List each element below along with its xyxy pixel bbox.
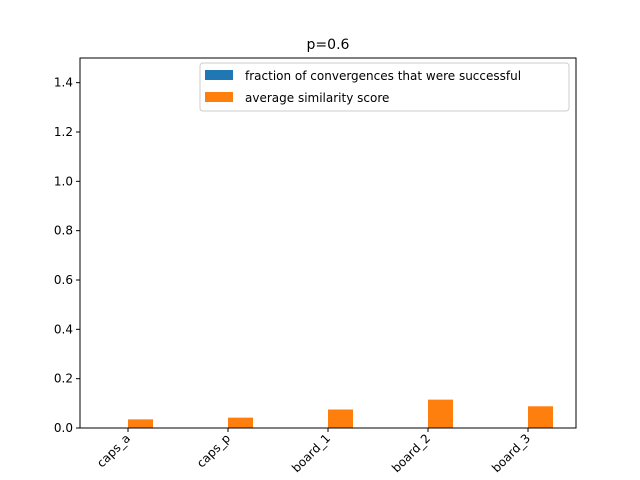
y-tick-label: 1.2: [54, 125, 73, 139]
x-axis: caps_a caps_p board_1 board_2 board_3: [94, 428, 533, 475]
y-tick-label: 0.4: [54, 322, 73, 336]
y-tick-label: 0.2: [54, 372, 73, 386]
x-tick-label-board_3: board_3: [489, 431, 533, 475]
bars-group: [128, 399, 553, 428]
x-tick-label-board_2: board_2: [389, 431, 433, 475]
legend-swatch-fraction: [205, 70, 233, 80]
y-tick-label: 0.8: [54, 224, 73, 238]
legend-swatch-similarity: [205, 92, 233, 102]
x-tick-label-caps_p: caps_p: [194, 431, 233, 470]
bar-similarity-board_3: [528, 406, 553, 428]
legend-box: [199, 62, 570, 112]
x-tick-label-caps_a: caps_a: [94, 431, 133, 470]
y-tick-label: 1.4: [54, 76, 73, 90]
x-tick-label-board_1: board_1: [289, 431, 333, 475]
legend-label-fraction: fraction of convergences that were succe…: [245, 69, 521, 83]
legend: fraction of convergences that were succe…: [199, 62, 570, 112]
chart-title: p=0.6: [307, 37, 350, 53]
y-tick-label: 0.6: [54, 273, 73, 287]
plot-frame: [79, 57, 577, 429]
bar-similarity-caps_p: [228, 417, 253, 428]
y-tick-label: 1.0: [54, 174, 73, 188]
bar-similarity-caps_a: [128, 419, 153, 428]
y-tick-label: 0.0: [54, 421, 73, 435]
y-axis: 0.0 0.2 0.4 0.6 0.8 1.0 1.2 1.4: [54, 76, 80, 435]
bar-similarity-board_1: [328, 409, 353, 428]
legend-label-similarity: average similarity score: [245, 91, 389, 105]
bar-similarity-board_2: [428, 399, 453, 428]
